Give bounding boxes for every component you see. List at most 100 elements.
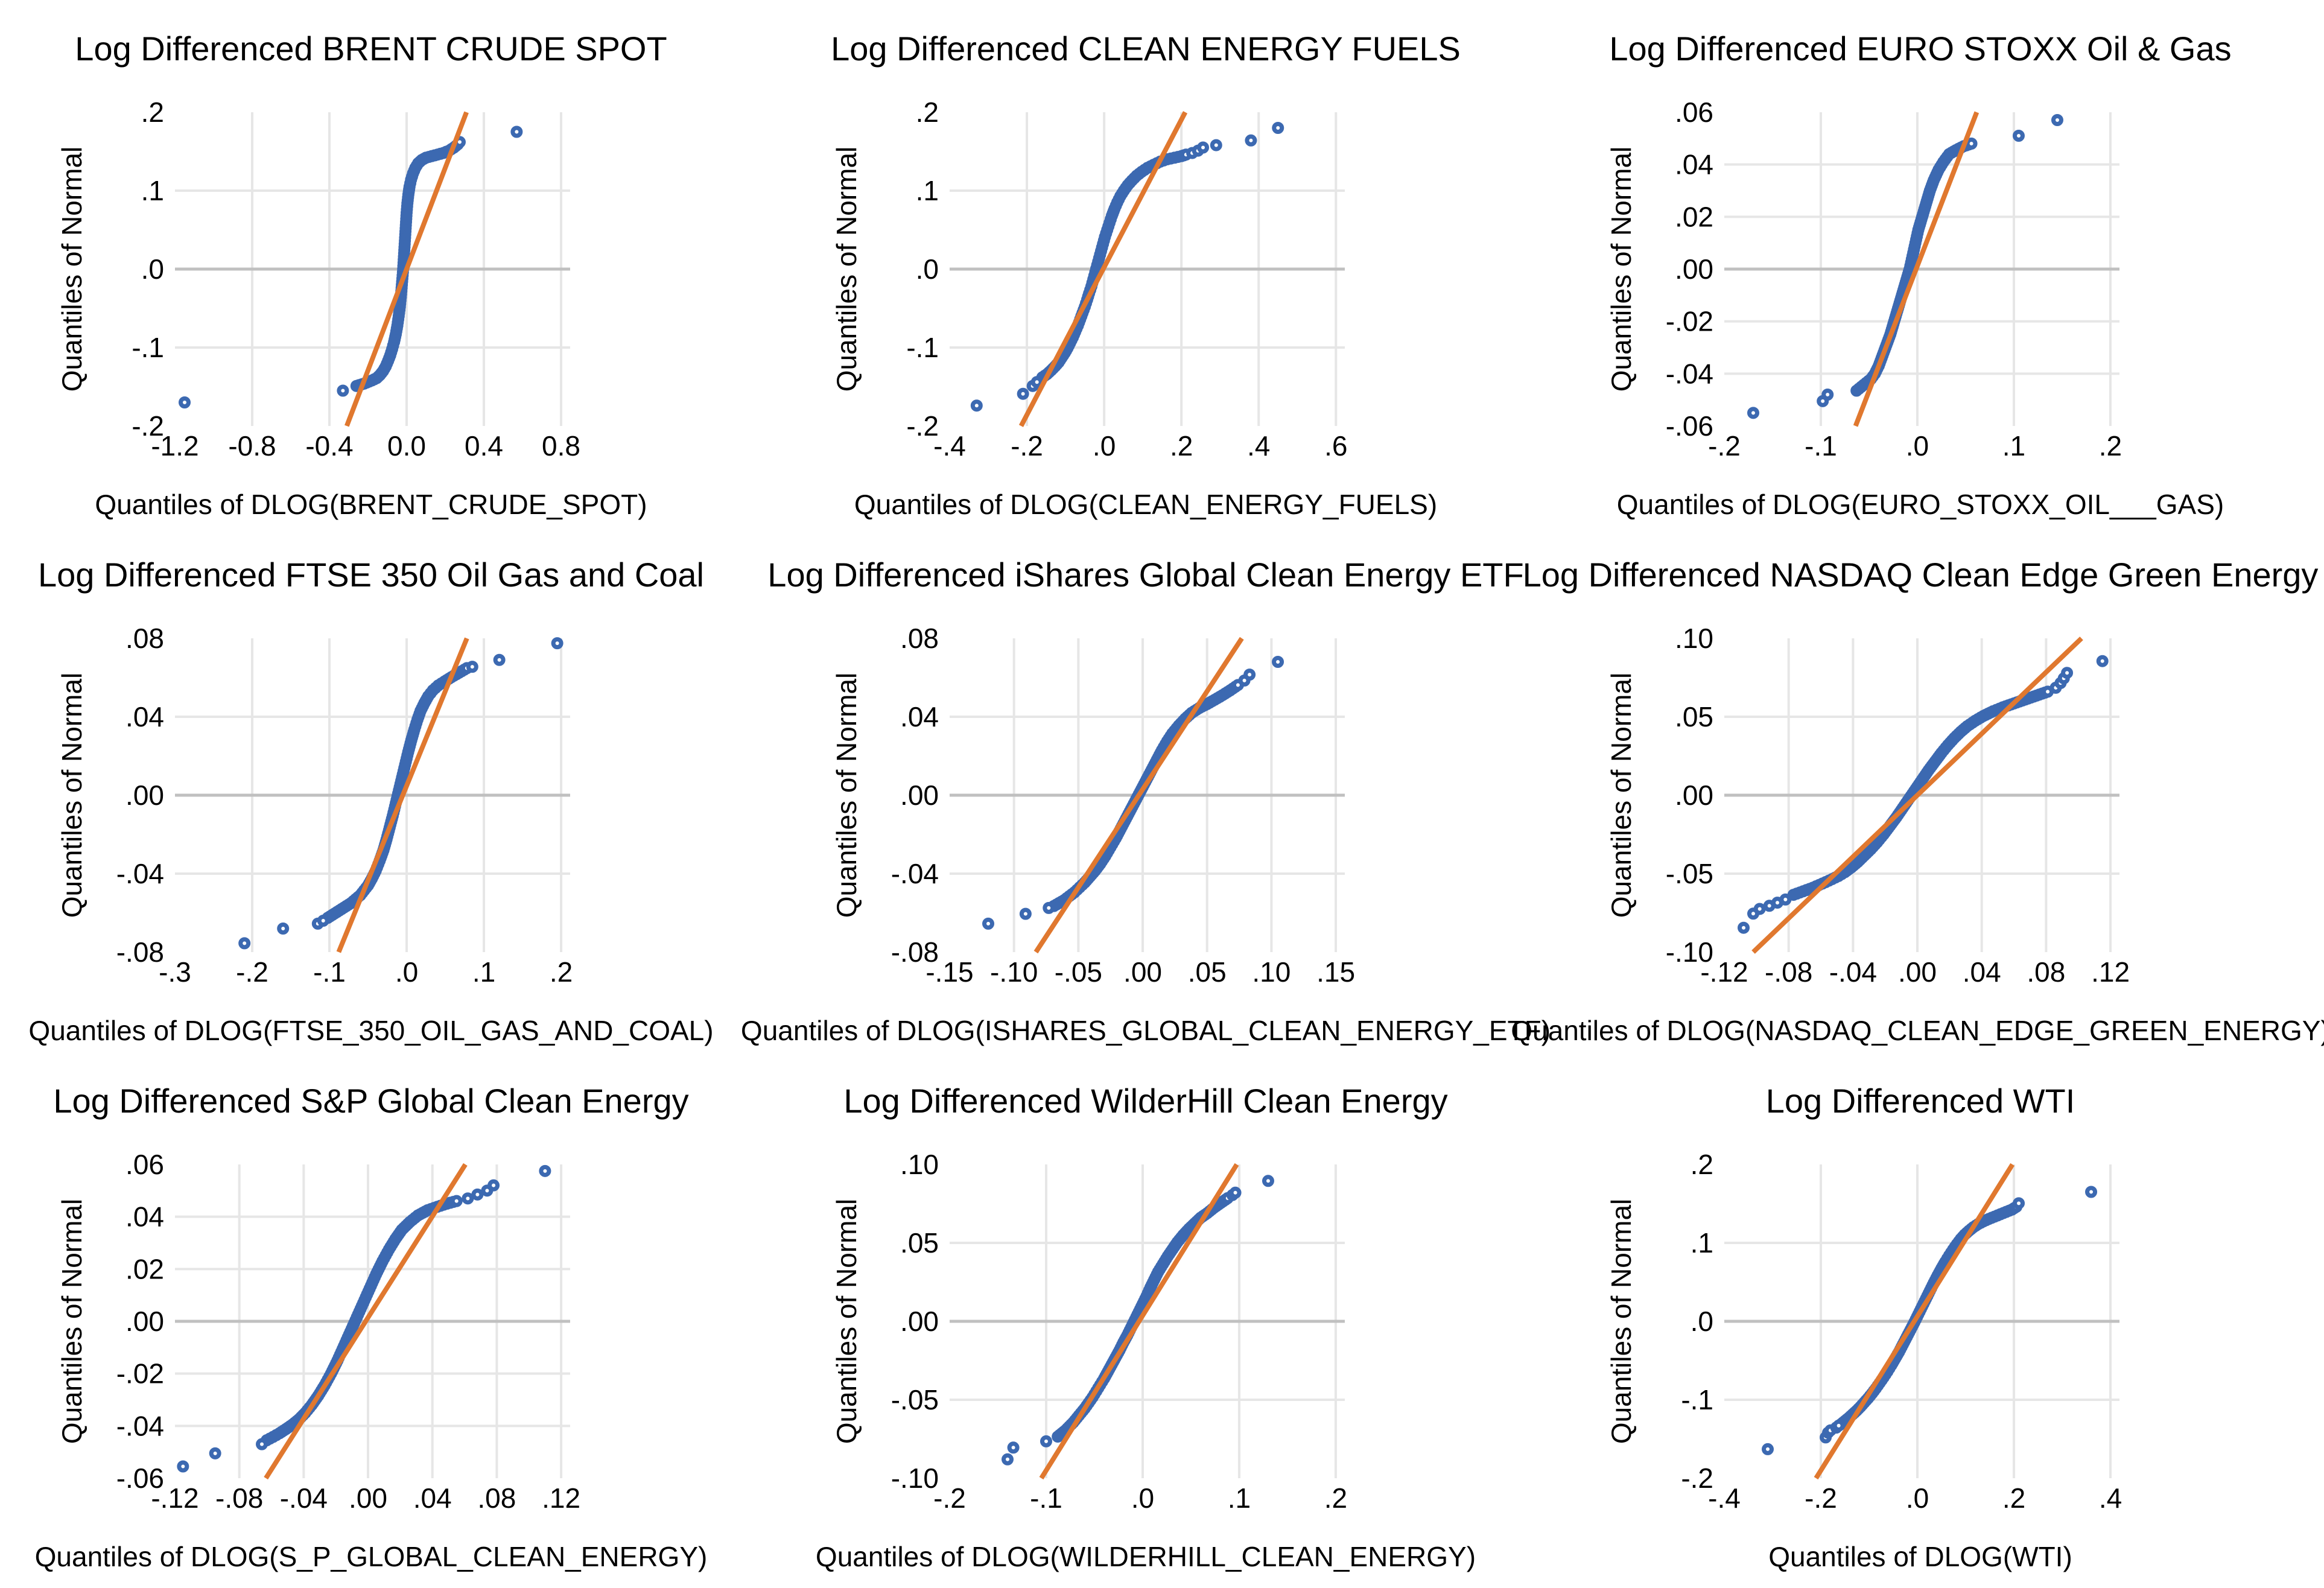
svg-text:.2: .2	[1170, 430, 1193, 462]
svg-text:-.08: -.08	[891, 936, 939, 968]
panel-title: Log Differenced EURO STOXX Oil & Gas	[1609, 30, 2231, 68]
svg-text:-.4: -.4	[1708, 1482, 1741, 1514]
svg-text:.00: .00	[900, 1306, 939, 1337]
svg-text:0.4: 0.4	[465, 430, 503, 462]
svg-text:-.10: -.10	[891, 1463, 939, 1494]
svg-text:.0: .0	[1093, 430, 1116, 462]
svg-text:-1.2: -1.2	[151, 430, 198, 462]
svg-text:-.12: -.12	[151, 1482, 198, 1514]
svg-text:.0: .0	[395, 956, 418, 988]
svg-text:-.2: -.2	[906, 410, 939, 442]
y-axis-label: Quantiles of Normal	[831, 673, 862, 918]
svg-text:.2: .2	[550, 956, 573, 988]
svg-text:.2: .2	[1691, 1149, 1713, 1180]
svg-text:-.1: -.1	[132, 332, 164, 363]
svg-text:.00: .00	[349, 1482, 387, 1514]
svg-text:-.04: -.04	[1829, 956, 1877, 988]
svg-text:.08: .08	[2027, 956, 2065, 988]
svg-text:-.2: -.2	[1805, 1482, 1837, 1514]
svg-text:.4: .4	[2099, 1482, 2122, 1514]
svg-text:-0.4: -0.4	[305, 430, 353, 462]
y-axis-label: Quantiles of Normal	[831, 147, 862, 392]
panel-title: Log Differenced WilderHill Clean Energy	[843, 1082, 1447, 1120]
x-axis-label: Quantiles of DLOG(CLEAN_ENERGY_FUELS)	[854, 489, 1437, 520]
qq-plot-canvas-sp-global: -.12 -.08 -.04 .00 .04 .08 .12 .06 .04 .02 .00 -.02…	[35, 1082, 708, 1572]
panel-title: Log Differenced FTSE 350 Oil Gas and Coa…	[38, 556, 704, 594]
x-axis-label: Quantiles of DLOG(BRENT_CRUDE_SPOT)	[95, 489, 647, 520]
svg-text:-.06: -.06	[116, 1463, 164, 1494]
qq-panel-euro-stoxx-oil-gas: -.2 -.1 .0 .1 .2 .06 .04 .02 .00 -.02 -.04 -.06 Log…	[1573, 10, 2324, 536]
svg-text:.0: .0	[916, 253, 939, 285]
svg-text:.1: .1	[916, 175, 939, 206]
svg-text:.04: .04	[413, 1482, 452, 1514]
svg-text:-.04: -.04	[891, 858, 939, 889]
svg-text:.00: .00	[1123, 956, 1162, 988]
svg-text:.0: .0	[1906, 430, 1929, 462]
x-axis-label: Quantiles of DLOG(WILDERHILL_CLEAN_ENERG…	[816, 1541, 1476, 1572]
svg-text:.05: .05	[900, 1227, 939, 1259]
svg-text:-.2: -.2	[1681, 1463, 1713, 1494]
svg-text:.00: .00	[900, 780, 939, 811]
svg-text:.10: .10	[1675, 623, 1713, 654]
qq-panel-wti: -.4 -.2.0.2.4.2.1.0 -.1 -.2 Log Differenced…	[1573, 1062, 2324, 1588]
svg-text:-.3: -.3	[159, 956, 191, 988]
svg-text:.1: .1	[2002, 430, 2025, 462]
svg-text:.0: .0	[1131, 1482, 1154, 1514]
svg-text:.6: .6	[1324, 430, 1347, 462]
y-axis-label: Quantiles of Normal	[1605, 673, 1637, 918]
svg-text:.08: .08	[477, 1482, 516, 1514]
x-axis-label: Quantiles of DLOG(WTI)	[1768, 1541, 2072, 1572]
svg-text:-.05: -.05	[1055, 956, 1102, 988]
qq-panel-clean-energy-fuels: -.4 -.2.0.2.4.6.2.1.0 -.1 -.2 Log Differenc…	[799, 10, 1573, 536]
svg-text:.12: .12	[542, 1482, 580, 1514]
svg-text:.1: .1	[1691, 1227, 1713, 1259]
panel-title: Log Differenced CLEAN ENERGY FUELS	[831, 30, 1461, 68]
svg-text:-.1: -.1	[1681, 1384, 1713, 1415]
svg-text:-.06: -.06	[1666, 410, 1713, 442]
qq-plot-canvas-ishares: -.15 -.10 -.05 .00 .05 .10 .15 .08 .04 .00 -.04 -.0…	[741, 556, 1551, 1046]
qq-plot-canvas-euro-stoxx: -.2 -.1 .0 .1 .2 .06 .04 .02 .00 -.02 -.04 -.06 Log…	[1605, 30, 2232, 520]
svg-text:.04: .04	[1963, 956, 2001, 988]
svg-text:.00: .00	[1898, 956, 1937, 988]
svg-text:-.1: -.1	[1805, 430, 1837, 462]
qq-panel-brent-crude-spot: -1.2 -0.8 -0.4 0.0 0.4 0.8 .2 .1 .0 -.1 -.2 Log Di…	[24, 10, 799, 536]
y-axis-label: Quantiles of Normal	[56, 1199, 87, 1444]
svg-text:.08: .08	[900, 623, 939, 654]
svg-text:.12: .12	[2091, 956, 2130, 988]
panel-title: Log Differenced WTI	[1766, 1082, 2075, 1120]
qq-plot-canvas-clean-energy-fuels: -.4 -.2.0.2.4.6.2.1.0-.1-.2 Log Differenc…	[831, 30, 1461, 520]
svg-text:.00: .00	[125, 1306, 164, 1337]
qq-panel-nasdaq-clean-edge: -.12 -.08 -.04 .00 .04 .08 .12 .10 .05 .00 -.05 -.1…	[1511, 536, 2324, 1062]
svg-text:.04: .04	[900, 701, 939, 732]
svg-text:.05: .05	[1188, 956, 1227, 988]
svg-text:.02: .02	[1675, 201, 1713, 232]
y-axis-label: Quantiles of Normal	[1605, 1199, 1637, 1444]
svg-text:.04: .04	[125, 701, 164, 732]
svg-text:-.05: -.05	[1666, 858, 1713, 889]
svg-text:-.04: -.04	[116, 1410, 164, 1441]
qq-plot-canvas-nasdaq: -.12 -.08 -.04 .00 .04 .08 .12 .10 .05 .00 -.05 -.1…	[1511, 556, 2324, 1046]
svg-text:.06: .06	[125, 1149, 164, 1180]
svg-text:.10: .10	[900, 1149, 939, 1180]
svg-text:-.04: -.04	[1666, 358, 1713, 389]
svg-text:-.15: -.15	[925, 956, 973, 988]
svg-text:.4: .4	[1247, 430, 1270, 462]
x-axis-label: Quantiles of DLOG(FTSE_350_OIL_GAS_AND_C…	[28, 1015, 713, 1046]
svg-text:-.04: -.04	[280, 1482, 328, 1514]
y-axis-label: Quantiles of Normal	[56, 673, 87, 918]
svg-text:.06: .06	[1675, 97, 1713, 128]
svg-text:.08: .08	[125, 623, 164, 654]
svg-text:0.8: 0.8	[542, 430, 580, 462]
svg-text:-0.8: -0.8	[228, 430, 276, 462]
qq-panel-sp-global-clean-energy: -.12 -.08 -.04 .00 .04 .08 .12 .06 .04 .02 .00 -.02…	[24, 1062, 799, 1588]
svg-text:.2: .2	[1324, 1482, 1347, 1514]
svg-text:.04: .04	[125, 1201, 164, 1233]
qq-panel-ishares-global-clean-energy: -.15 -.10 -.05 .00 .05 .10 .15 .08 .04 .00 -.04 -.0…	[741, 536, 1573, 1062]
svg-text:-.10: -.10	[1666, 936, 1713, 968]
svg-text:-.02: -.02	[1666, 306, 1713, 337]
y-axis-label: Quantiles of Normal	[56, 147, 87, 392]
svg-text:.0: .0	[141, 253, 164, 285]
svg-text:.04: .04	[1675, 149, 1713, 180]
svg-text:.2: .2	[916, 97, 939, 128]
